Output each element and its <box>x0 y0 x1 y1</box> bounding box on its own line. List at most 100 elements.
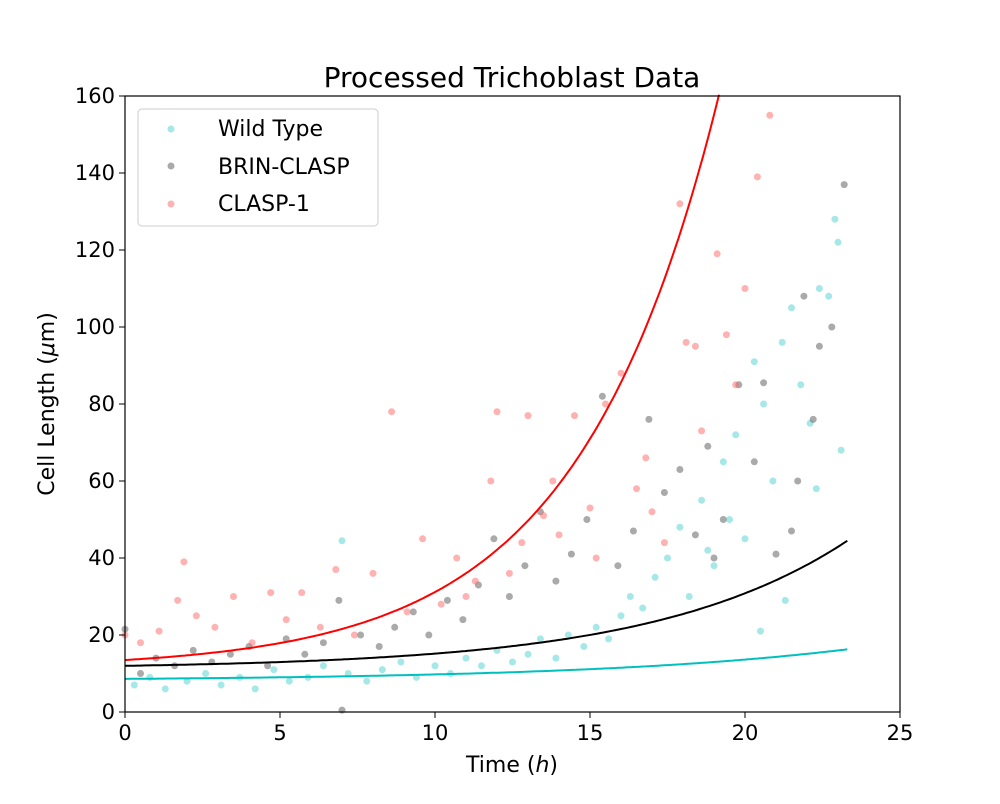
clasp-1-point <box>487 477 495 485</box>
clasp-1-point <box>211 623 219 631</box>
brin-clasp-point <box>691 531 699 539</box>
wild-type-point <box>161 685 169 693</box>
wild-type-point <box>685 593 693 600</box>
clasp-1-point <box>540 512 547 520</box>
legend-label-wild-type: Wild Type <box>218 117 323 142</box>
clasp-1-point <box>753 173 761 181</box>
y-tick-label: 140 <box>75 161 115 185</box>
wild-type-point <box>812 485 820 493</box>
wild-type-point <box>797 381 805 389</box>
wild-type-point <box>478 662 485 670</box>
clasp-1-point <box>586 504 594 512</box>
brin-clasp-point <box>583 516 591 523</box>
brin-clasp-point <box>490 535 498 543</box>
brin-clasp-point <box>189 646 197 654</box>
wild-type-point <box>788 304 795 312</box>
brin-clasp-point <box>226 650 234 658</box>
brin-clasp-point <box>264 662 272 670</box>
wild-type-point <box>605 635 613 643</box>
wild-type-point <box>831 215 839 223</box>
brin-clasp-point <box>788 527 795 535</box>
clasp-1-point <box>230 593 237 600</box>
y-tick-label: 20 <box>88 623 115 647</box>
clasp-1-point <box>518 539 526 547</box>
x-tick-label: 0 <box>118 721 131 745</box>
wild-type-point <box>834 238 842 246</box>
brin-clasp-point <box>719 516 727 523</box>
wild-type-point <box>338 537 346 545</box>
brin-clasp-point <box>425 631 433 639</box>
wild-type-point <box>536 635 544 643</box>
clasp-1-point <box>741 285 749 292</box>
wild-type-point <box>651 573 659 581</box>
clasp-1-point <box>267 589 275 597</box>
brin-clasp-point <box>614 562 622 570</box>
clasp-1-point <box>137 639 144 647</box>
clasp-1-point <box>180 558 188 566</box>
clasp-1-point <box>602 400 609 408</box>
wild-type-point <box>757 627 764 635</box>
legend-marker-brin-clasp <box>167 162 175 170</box>
brin-clasp-point <box>301 650 309 658</box>
clasp-1-point <box>369 569 377 577</box>
clasp-1-point <box>766 111 774 119</box>
clasp-1-point <box>555 531 563 539</box>
clasp-1-point <box>155 627 163 635</box>
brin-clasp-point <box>443 596 451 604</box>
clasp-1-fit-line <box>124 94 720 661</box>
brin-clasp-point <box>750 458 758 466</box>
y-tick-label: 0 <box>102 700 115 724</box>
y-axis-label-text: Cell Length ( <box>35 356 60 496</box>
wild-type-point <box>130 681 138 689</box>
wild-type-point <box>592 623 600 631</box>
brin-clasp-point <box>357 631 365 639</box>
brin-clasp-point <box>391 623 399 631</box>
clasp-1-point <box>660 539 668 547</box>
y-axis-label: Cell Length (μm) <box>35 312 60 496</box>
fit-lines-layer <box>124 94 848 680</box>
brin-clasp-point <box>567 550 575 558</box>
legend: Wild Type BRIN-CLASP CLASP-1 <box>137 108 379 227</box>
clasp-1-point <box>648 508 656 516</box>
brin-clasp-point <box>704 442 712 450</box>
wild-type-point <box>719 458 727 466</box>
brin-clasp-point <box>828 323 836 331</box>
clasp-1-point <box>713 250 721 258</box>
clasp-1-point <box>633 485 640 493</box>
brin-clasp-point <box>335 596 343 604</box>
wild-type-fit-line <box>125 648 848 680</box>
y-tick-label: 60 <box>88 469 115 493</box>
wild-type-point <box>217 681 225 689</box>
y-tick-label: 40 <box>88 546 115 570</box>
wild-type-point <box>462 654 470 662</box>
x-tick-label: 25 <box>887 721 914 745</box>
wild-type-point <box>564 631 572 639</box>
brin-clasp-point <box>815 342 823 350</box>
clasp-1-point <box>471 577 479 585</box>
wild-type-point <box>726 516 733 523</box>
brin-clasp-fit-line <box>125 539 848 667</box>
clasp-1-point <box>316 623 324 631</box>
wild-type-point <box>552 654 560 662</box>
legend-label-clasp-1: CLASP-1 <box>218 192 310 217</box>
wild-type-point <box>285 677 293 685</box>
y-axis-label-end: m) <box>35 312 60 342</box>
brin-clasp-point <box>794 477 802 485</box>
x-axis-label: Time (h) <box>465 753 558 778</box>
wild-type-point <box>617 612 625 620</box>
brin-clasp-point <box>645 415 653 423</box>
brin-clasp-point <box>772 550 780 558</box>
x-axis-label-variable: h <box>535 753 549 778</box>
wild-type-point <box>270 666 278 674</box>
brin-clasp-point <box>840 181 848 189</box>
wild-type-point <box>183 677 191 685</box>
clasp-1-point <box>332 566 340 573</box>
brin-clasp-point <box>319 639 327 647</box>
clasp-1-point <box>174 596 182 604</box>
clasp-1-point <box>388 408 396 416</box>
brin-clasp-point <box>800 292 808 300</box>
clasp-1-point <box>248 639 256 647</box>
brin-clasp-point <box>598 392 606 400</box>
